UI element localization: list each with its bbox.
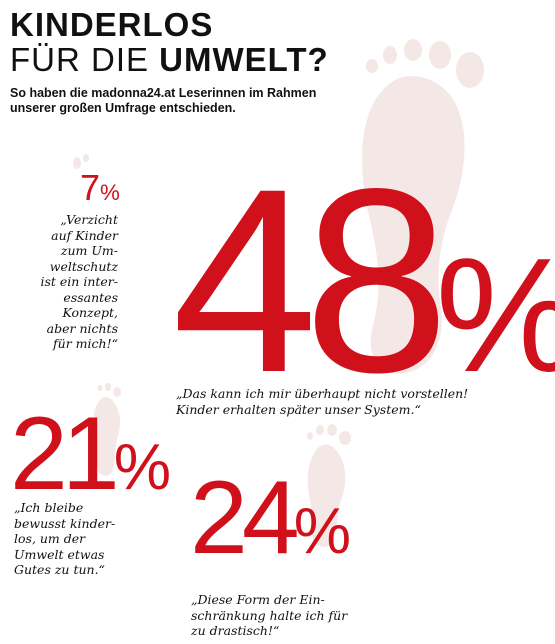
- percent-value-7: 7%: [80, 170, 120, 206]
- quote-line: Umwelt etwas: [14, 546, 105, 562]
- quote-line: los, um der: [14, 531, 86, 546]
- quote-line: schränkung halte ich für: [191, 607, 348, 623]
- percent-number: 21: [10, 396, 120, 512]
- quote-line: auf Kinder: [51, 227, 118, 243]
- quote-48: „Das kann ich mir überhaupt nicht vorste…: [176, 386, 546, 417]
- percent-sign: %: [100, 180, 120, 205]
- page-subtitle: So haben die madonna24.at Leserinnen im …: [10, 86, 370, 116]
- quote-7: „Verzicht auf Kinder zum Um- weltschutz …: [18, 212, 119, 352]
- quote-line: Gutes zu tun.“: [14, 562, 105, 577]
- quote-line: Konzept,: [62, 305, 118, 320]
- quote-24: „Diese Form der Ein- schränkung halte ic…: [191, 592, 381, 639]
- quote-line: „Das kann ich mir überhaupt nicht vorste…: [176, 386, 469, 401]
- footprint-icon: [307, 424, 351, 548]
- quote-line: zu drastisch!“: [191, 623, 280, 638]
- subtitle-line: So haben die madonna24.at Leserinnen im …: [10, 86, 317, 100]
- quote-21: „Ich bleibe bewusst kinder- los, um der …: [14, 500, 144, 578]
- quote-line: essantes: [63, 289, 118, 305]
- footprint-icon: [73, 154, 89, 169]
- title-bold: UMWELT?: [159, 41, 329, 78]
- percent-value-24: 24%: [190, 466, 351, 570]
- percent-sign: %: [113, 431, 172, 503]
- page-title: KINDERLOS: [10, 6, 214, 43]
- quote-line: weltschutz: [49, 258, 118, 274]
- quote-line: ist ein inter-: [40, 274, 119, 289]
- quote-line: zum Um-: [60, 243, 118, 258]
- percent-sign: %: [435, 225, 555, 406]
- quote-line: „Verzicht: [60, 212, 118, 227]
- footprint-icon: [362, 39, 484, 374]
- percent-sign: %: [293, 495, 352, 567]
- page-title-line2: FÜR DIE UMWELT?: [10, 43, 329, 76]
- quote-line: „Diese Form der Ein-: [191, 592, 325, 607]
- percent-value-21: 21%: [10, 402, 171, 506]
- percent-number: 7: [80, 167, 101, 208]
- quote-line: „Ich bleibe: [14, 500, 84, 515]
- quote-line: Kinder erhalten später unser System.“: [176, 401, 421, 417]
- quote-line: aber nichts: [46, 320, 118, 336]
- quote-line: bewusst kinder-: [14, 515, 116, 531]
- percent-number: 48: [172, 134, 449, 427]
- footprint-icon: [93, 383, 121, 476]
- quote-line: für mich!“: [53, 336, 118, 351]
- title-prefix: FÜR DIE: [10, 41, 160, 78]
- percent-number: 24: [190, 460, 300, 576]
- percent-value-48: 48%: [172, 150, 555, 412]
- subtitle-line: unserer großen Umfrage entschieden.: [10, 101, 236, 115]
